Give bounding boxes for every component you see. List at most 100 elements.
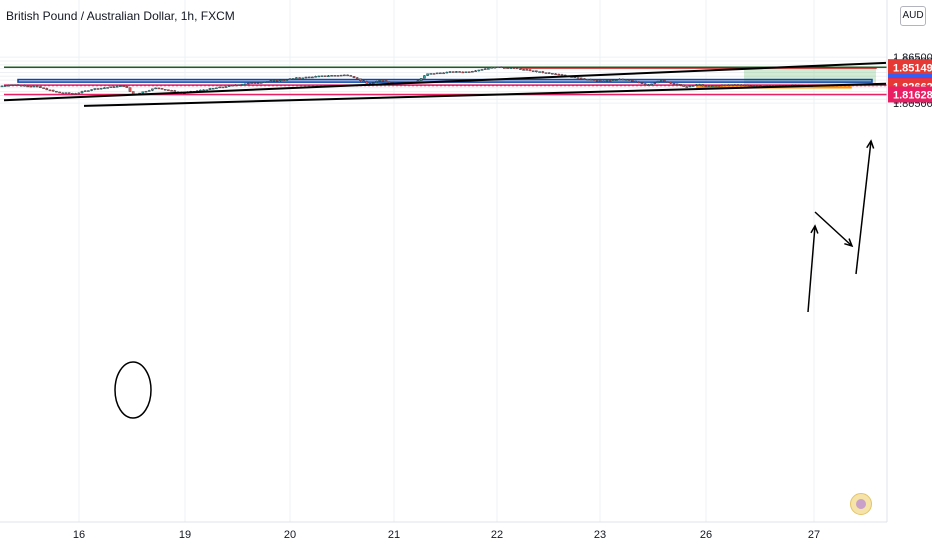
candle-body [467, 71, 471, 73]
time-tick-label: 19 [179, 529, 191, 541]
candle-body [631, 80, 634, 82]
candle-body [349, 75, 353, 77]
candle-body [362, 80, 365, 82]
candle-body [269, 80, 273, 82]
candle-body [464, 71, 468, 73]
candle-body [323, 75, 327, 77]
candle-body [314, 76, 317, 78]
circle-annotation [114, 361, 152, 419]
candle-body [621, 78, 625, 81]
candle-body [493, 66, 497, 69]
candle-body [589, 79, 593, 81]
candle-body [675, 83, 679, 86]
candle-body [215, 87, 218, 90]
candle-body [461, 71, 465, 74]
candle-body [285, 79, 289, 81]
candle-body [13, 84, 17, 86]
candle-body [579, 77, 583, 80]
candle-body [627, 79, 631, 81]
down-arrow-head [844, 238, 854, 248]
time-tick-label: 26 [700, 529, 712, 541]
candle-body [499, 66, 503, 68]
candle-body [666, 81, 669, 83]
candle-body [487, 68, 490, 70]
candle-body [426, 73, 429, 76]
price-tags: 1.851841.851491.832411.828471.8276553:54… [888, 59, 932, 103]
candle-body [560, 74, 564, 76]
candle-body [288, 78, 292, 80]
candle-body [544, 72, 548, 74]
currency-button[interactable]: AUD [900, 6, 926, 26]
candle-body [211, 87, 215, 90]
candle-body [19, 85, 23, 87]
candle-body [672, 83, 676, 85]
candle-body [691, 85, 695, 87]
candle-body [682, 84, 685, 87]
candle-body [224, 86, 228, 88]
trendlines-layer [3, 61, 887, 107]
candle-body [272, 80, 276, 82]
candle-body [458, 71, 461, 73]
candle-body [538, 71, 541, 73]
candle-body [541, 71, 545, 73]
candle-body [317, 75, 321, 78]
target-zone [744, 67, 876, 83]
candle-body [515, 67, 519, 70]
up-arrow-head [810, 224, 819, 234]
candle-body [202, 89, 205, 92]
candle-body [551, 72, 554, 75]
candle-body [256, 82, 260, 84]
candle-body [259, 82, 263, 84]
candle-body [0, 85, 4, 88]
candle-body [480, 69, 484, 71]
candle-body [723, 84, 727, 87]
candle-body [221, 86, 225, 89]
drawings-layer [114, 139, 875, 419]
candle-body [531, 70, 535, 72]
candle-body [586, 78, 589, 81]
stop-zone [744, 82, 876, 87]
candle-body [144, 91, 148, 93]
candle-body [157, 87, 161, 90]
candle-body [141, 91, 145, 94]
price-tag: 1.85149 [888, 59, 932, 76]
logo-inner [856, 499, 866, 509]
candle-body [263, 81, 266, 84]
candle-body [423, 75, 426, 79]
candle-body [720, 84, 724, 87]
candle-body [359, 78, 362, 81]
time-axis[interactable]: 16 19 20 21 22 23 26 27 [73, 529, 820, 541]
candle-body [275, 80, 279, 82]
candle-body [16, 84, 20, 86]
candle-body [439, 72, 442, 75]
candle-body [474, 70, 477, 72]
candle-body [291, 78, 295, 80]
candle-body [714, 85, 717, 87]
trend-line [83, 82, 887, 107]
candle-body [615, 79, 618, 81]
candle-body [307, 76, 311, 79]
candle-body [432, 73, 436, 75]
candle-body [154, 87, 157, 90]
candle-body [512, 67, 516, 69]
candle-body [253, 82, 257, 84]
candle-body [304, 76, 308, 79]
price-tag-bg [888, 59, 932, 76]
candle-body [295, 77, 298, 79]
candle-body [339, 74, 343, 77]
candle-body [746, 84, 749, 87]
candle-body [55, 90, 58, 93]
candle-body [115, 86, 119, 88]
candle-body [250, 82, 253, 84]
time-tick-label: 16 [73, 529, 85, 541]
candle-body [227, 85, 231, 87]
candle-body [343, 74, 346, 77]
candle-body [160, 88, 164, 90]
candle-body [525, 69, 529, 71]
candle-body [231, 84, 234, 87]
candle-body [659, 80, 663, 82]
candle-body [42, 87, 45, 89]
candle-body [167, 89, 170, 91]
candle-body [736, 84, 740, 86]
